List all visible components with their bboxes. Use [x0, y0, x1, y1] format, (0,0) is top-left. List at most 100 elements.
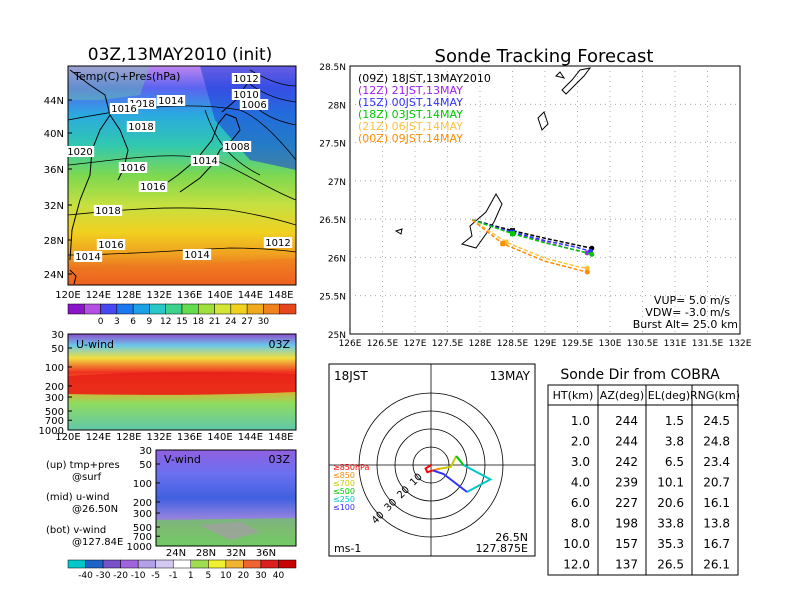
vwind-colorbar-cell: [208, 559, 227, 569]
pressure-label: 1014: [192, 156, 217, 167]
uwind-pressure-tick: 30: [51, 330, 64, 341]
hodograph-legend-entry: ≤700: [333, 479, 355, 488]
table-cell: 33.8: [657, 517, 684, 531]
table-cell: 20.7: [703, 476, 730, 490]
pressure-label: 1016: [111, 104, 136, 115]
legend-bot-sub: @127.84E: [72, 537, 123, 548]
table-header: AZ(deg): [600, 389, 644, 402]
tracking-lon-tick: 127.5E: [432, 339, 464, 349]
colorbar-cell: [263, 303, 280, 315]
pressure-label: 1018: [95, 206, 120, 217]
pressure-label-bg: [231, 73, 261, 84]
vwind-colorbar-cell: [260, 559, 279, 569]
pressure-label: 1014: [184, 250, 209, 261]
vwind-colorbar-cell: [172, 559, 192, 569]
uwind-pressure-tick: 700: [45, 416, 64, 427]
field-label: Temp(C)+Pres(hPa): [73, 70, 180, 83]
temp-colorbar: 0 3 6 9 12 15 18 21 24 27 30: [67, 303, 297, 327]
table-cell: 137: [615, 558, 638, 572]
vwind-colorbar-cell: [120, 559, 139, 569]
vdw-text: VDW= -3.0 m/s: [645, 306, 730, 319]
map-lon-tick: 120E: [55, 290, 80, 301]
uwind-pressure-tick: 500: [45, 407, 64, 418]
pressure-label-bg: [65, 146, 95, 157]
track-line-3: [471, 219, 592, 256]
vwind-pressure-tick: 300: [133, 509, 152, 520]
hodograph-line-3: [455, 455, 465, 466]
track-line-4: [471, 219, 588, 269]
vwind-label: V-wind: [164, 453, 201, 466]
table-cell: 16.7: [703, 537, 730, 551]
cobra-title: Sonde Dir from COBRA: [560, 367, 720, 383]
colorbar-tick: 12: [160, 317, 171, 327]
table-cell: 35.3: [657, 537, 684, 551]
uwind-time: 03Z: [268, 338, 290, 351]
tracking-lon-ticks: 126E 126.5E 127E 127.5E 128E 128.5E 129E 129.5E…: [339, 339, 752, 349]
tracking-title: Sonde Tracking Forecast: [435, 46, 654, 67]
colorbar-cell: [246, 303, 264, 315]
table-cell: 26.1: [703, 558, 730, 572]
hodo-time: 18JST: [334, 369, 368, 383]
vwind-pressure-tick: 30: [139, 446, 152, 457]
table-cell: 244: [615, 435, 638, 449]
uwind-lon-tick: 120E: [55, 432, 80, 443]
vwind-pressure-tick: 700: [133, 532, 152, 543]
hodograph-line-5: [432, 469, 468, 493]
table-header: RNG(km): [690, 389, 740, 402]
map-lat-tick: 36N: [44, 165, 64, 176]
tracking-lat-tick: 27.5N: [319, 140, 346, 150]
vwind-lat-tick: 36N: [256, 548, 276, 559]
uwind-lon-tick: 148E: [268, 432, 293, 443]
map-lon-tick: 148E: [268, 290, 293, 301]
tracking-lon-tick: 131.5E: [692, 339, 724, 349]
track-line-0: [472, 219, 592, 249]
map-lat-tick: 40N: [44, 129, 64, 140]
vwind-pressure-tick: 50: [139, 460, 152, 471]
colorbar-tick: 9: [147, 317, 153, 327]
uwind-pressure-tick: 100: [45, 363, 64, 374]
uwind-lon-tick: 128E: [116, 432, 141, 443]
sonde-tracks: [471, 219, 595, 275]
hodo-unit: ms-1: [334, 542, 361, 555]
pressure-label: 1014: [75, 252, 100, 263]
uwind-lon-tick: 132E: [146, 432, 171, 443]
tracking-lat-tick: 25.5N: [319, 293, 346, 303]
vwind-time: 03Z: [268, 453, 290, 466]
uwind-pressure-tick: 1000: [39, 426, 64, 437]
pressure-label-bg: [127, 98, 157, 109]
vwind-colorbar-tick: 30: [255, 571, 267, 581]
hodograph-line-4: [462, 464, 493, 493]
uwind-lon-tick: 136E: [177, 432, 202, 443]
map-lat-ticks: 44N 40N 36N 32N 28N 24N: [44, 96, 72, 281]
vwind-colorbar-tick: 40: [273, 571, 285, 581]
uwind-lon-tick: 140E: [207, 432, 232, 443]
colorbar-cell: [230, 303, 248, 315]
vwind-colorbar-tick: -5: [151, 571, 160, 581]
colorbar-cell: [67, 303, 85, 315]
vwind-colorbar-cell: [190, 559, 209, 569]
tracking-lon-tick: 127E: [404, 339, 427, 349]
pressure-label-bg: [96, 239, 126, 250]
table-cell: 20.6: [657, 496, 684, 510]
vwind-colorbar-cell: [85, 559, 104, 569]
tracking-lat-ticks: 28.5N 28N 27.5N 27N 26.5N 26N 25.5N 25N: [319, 63, 346, 341]
colorbar-tick: 24: [225, 317, 237, 327]
tracking-legend: (09Z) 18JST,13MAY2010(12Z) 21JST,13MAY(1…: [358, 72, 491, 145]
colorbar-cell: [198, 303, 215, 315]
tracking-lon-tick: 130E: [599, 339, 622, 349]
track-end-point: [584, 265, 590, 271]
uwind-lon-ticks: 120E 124E 128E 132E 136E 140E 144E 148E: [55, 432, 293, 443]
vwind-lat-tick: 24N: [166, 548, 186, 559]
uwind-pressure-tick: 50: [51, 344, 64, 355]
pressure-label: 1018: [128, 122, 153, 133]
panel-legend-text: (up) tmp+pres @surf (mid) u-wind @26.50N…: [46, 460, 123, 548]
map-lon-tick: 144E: [238, 290, 263, 301]
tracking-lon-tick: 126.5E: [367, 339, 399, 349]
track-legend-entry: (18Z) 03JST,14MAY: [358, 108, 463, 121]
hodograph-legend-entry: ≤500: [333, 487, 355, 496]
pressure-label-bg: [231, 89, 261, 100]
tracking-lat-tick: 25N: [328, 331, 346, 341]
